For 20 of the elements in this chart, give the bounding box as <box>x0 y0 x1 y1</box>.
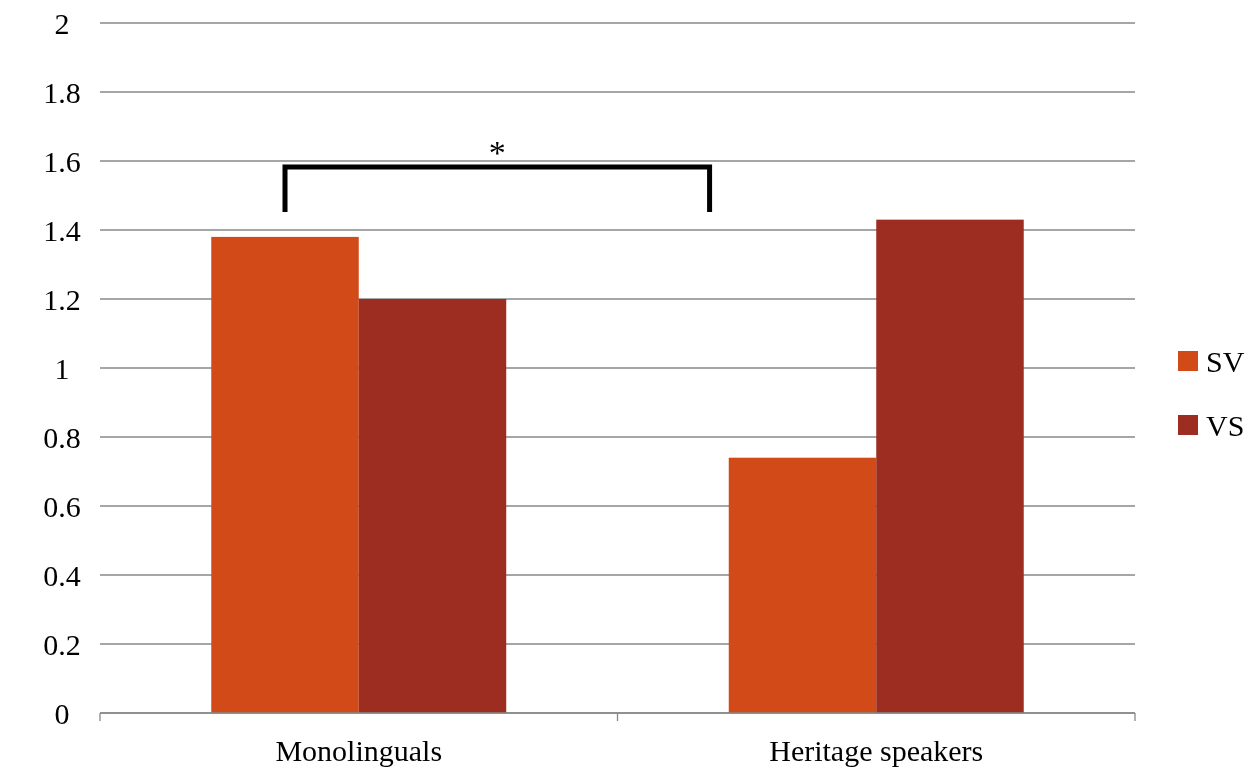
x-tick-label: Monolinguals <box>275 734 443 767</box>
y-tick-label: 0.6 <box>43 489 81 523</box>
bar <box>211 236 359 713</box>
y-tick-label: 1.6 <box>43 144 81 178</box>
y-tick-label: 1 <box>54 351 70 385</box>
annotation: * <box>488 134 506 171</box>
y-tick-label: 1.8 <box>43 75 81 109</box>
y-tick-label: 1.4 <box>43 213 81 247</box>
y-tick-label: 1.2 <box>43 282 81 316</box>
y-tick-label: 2 <box>54 6 70 40</box>
legend-label: VS <box>1206 408 1245 442</box>
x-tick-label: Heritage speakers <box>769 734 984 767</box>
legend-label: SV <box>1206 344 1245 378</box>
bar <box>728 457 877 713</box>
bar <box>358 299 507 713</box>
bar <box>876 219 1024 713</box>
y-tick-label: 0.2 <box>43 627 81 661</box>
y-tick-label: 0 <box>54 696 70 730</box>
y-tick-label: 0.8 <box>43 420 81 454</box>
y-tick-label: 0.4 <box>43 558 81 592</box>
